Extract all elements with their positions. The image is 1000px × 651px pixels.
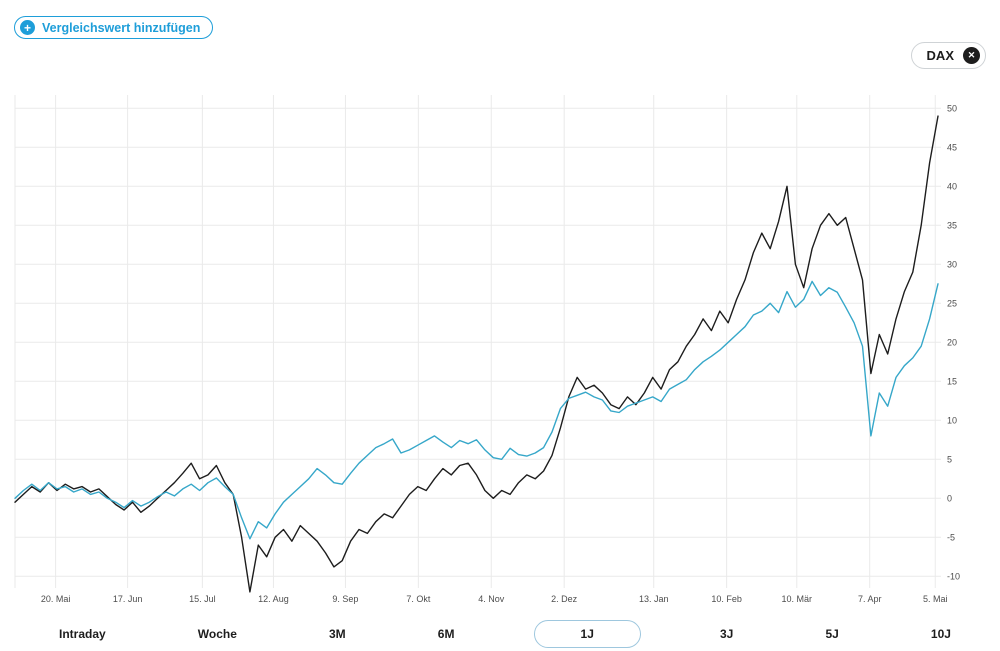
y-axis-tick-label: 40 (947, 181, 957, 191)
series-line-dax (14, 280, 939, 540)
range-selector: Intraday Woche 3M 6M 1J 3J 5J 10J (0, 616, 1000, 651)
range-tab-5j[interactable]: 5J (812, 620, 851, 648)
range-tab-intraday[interactable]: Intraday (46, 620, 119, 648)
x-axis-tick-label: 4. Nov (478, 594, 505, 604)
range-tab-10j[interactable]: 10J (918, 620, 964, 648)
range-tab-3m[interactable]: 3M (316, 620, 359, 648)
plus-icon: + (20, 20, 35, 35)
y-axis-tick-label: -10 (947, 571, 960, 581)
x-axis-tick-label: 10. Feb (711, 594, 742, 604)
close-icon[interactable]: ✕ (963, 47, 980, 64)
x-axis-tick-label: 20. Mai (41, 594, 71, 604)
x-axis-tick-label: 10. Mär (782, 594, 813, 604)
y-axis-tick-label: 15 (947, 376, 957, 386)
y-axis-tick-label: 0 (947, 493, 952, 503)
y-axis-tick-label: 25 (947, 298, 957, 308)
gridlines (14, 95, 941, 588)
badge-label: DAX (926, 48, 954, 63)
x-axis-tick-label: 9. Sep (332, 594, 358, 604)
series-line-primary (14, 115, 939, 593)
x-axis-tick-label: 17. Jun (113, 594, 143, 604)
y-axis-tick-label: 35 (947, 220, 957, 230)
y-axis-tick-label: 5 (947, 454, 952, 464)
y-axis-tick-label: -5 (947, 532, 955, 542)
x-axis-tick-label: 13. Jan (639, 594, 669, 604)
range-tab-6m[interactable]: 6M (425, 620, 468, 648)
range-tab-3j[interactable]: 3J (707, 620, 746, 648)
x-axis-tick-label: 7. Okt (406, 594, 431, 604)
range-tab-1j[interactable]: 1J (533, 619, 641, 648)
x-axis-tick-label: 2. Dez (551, 594, 578, 604)
y-axis-tick-label: 30 (947, 259, 957, 269)
y-axis-tick-label: 50 (947, 103, 957, 113)
comparison-badge-dax[interactable]: DAX ✕ (910, 42, 986, 69)
y-axis-tick-label: 20 (947, 337, 957, 347)
series-lines (14, 115, 939, 593)
price-chart[interactable]: 50 45 40 35 30 25 20 15 10 5 0 -5 -10 20. Mai 17. Jun 1… (0, 95, 1000, 615)
x-axis-tick-label: 15. Jul (189, 594, 216, 604)
add-comparison-button[interactable]: + Vergleichswert hinzufügen (14, 16, 214, 39)
x-axis-tick-label: 5. Mai (923, 594, 948, 604)
add-comparison-label: Vergleichswert hinzufügen (42, 20, 201, 35)
x-axis-tick-label: 12. Aug (258, 594, 289, 604)
x-axis-tick-label: 7. Apr (858, 594, 882, 604)
range-tab-woche[interactable]: Woche (185, 620, 250, 648)
y-axis-tick-label: 10 (947, 415, 957, 425)
y-axis-tick-label: 45 (947, 142, 957, 152)
